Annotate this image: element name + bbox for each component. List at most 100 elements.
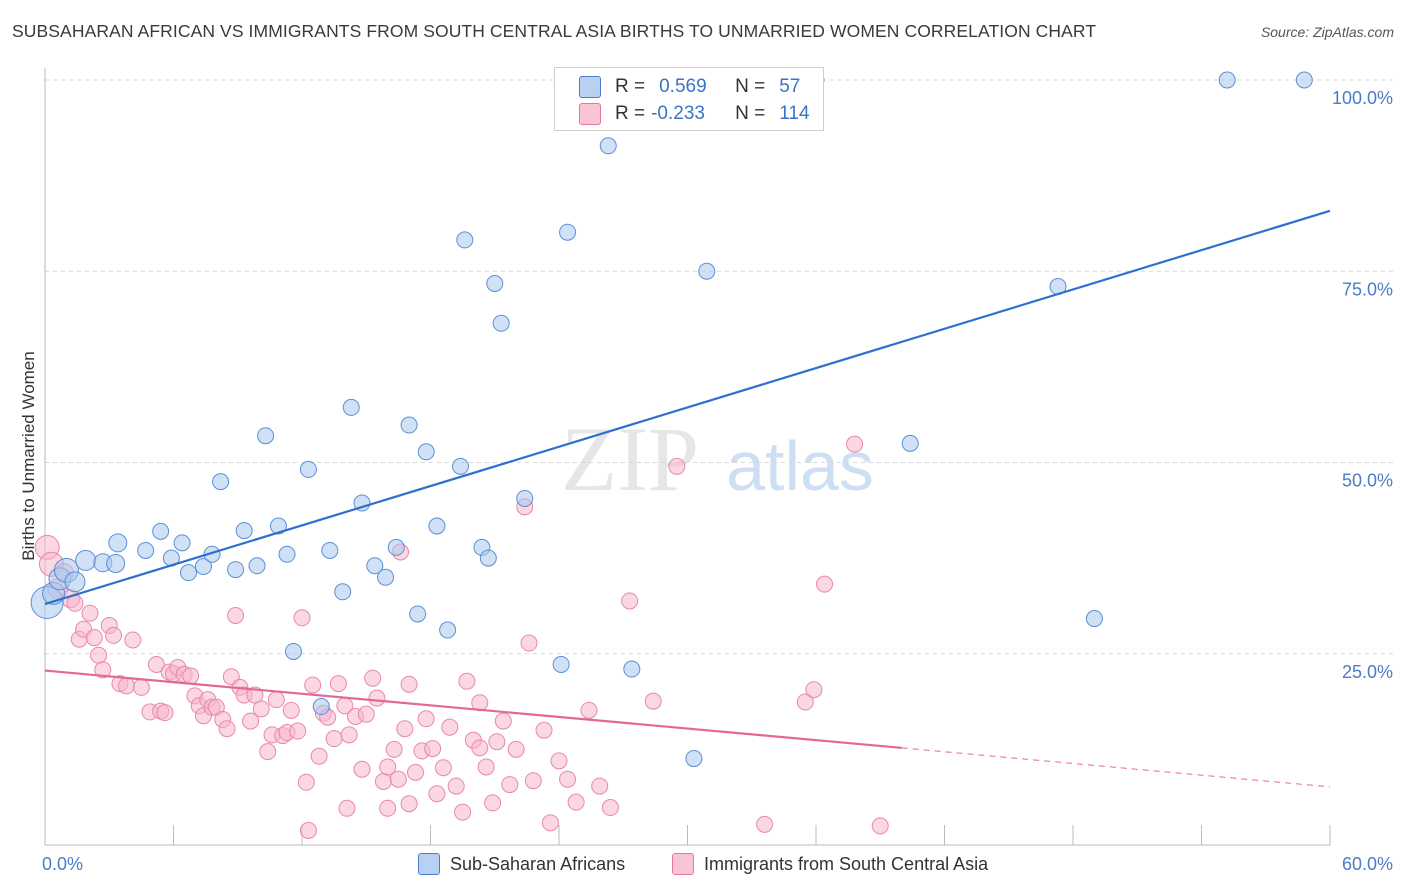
blue-point bbox=[479, 549, 497, 567]
r-label: R = bbox=[615, 103, 646, 124]
blue-point bbox=[1295, 71, 1313, 89]
pink-trend-line bbox=[44, 669, 902, 749]
pink-point bbox=[524, 772, 542, 790]
pink-point bbox=[325, 730, 343, 748]
pink-point bbox=[454, 803, 472, 821]
pink-point bbox=[259, 743, 277, 761]
blue-point bbox=[173, 534, 191, 552]
trend-lines bbox=[44, 209, 1331, 788]
blue-point bbox=[248, 557, 266, 575]
pink-point bbox=[541, 814, 559, 832]
pink-point bbox=[81, 604, 99, 622]
n-value-blue: 57 bbox=[779, 76, 801, 97]
y-tick-label: 50.0% bbox=[1342, 471, 1393, 491]
pink-point bbox=[621, 592, 639, 610]
blue-point bbox=[284, 642, 302, 660]
pink-point bbox=[424, 740, 442, 758]
pink-point bbox=[374, 773, 392, 791]
pink-point bbox=[357, 705, 375, 723]
pink-point bbox=[90, 646, 108, 664]
pink-point bbox=[105, 626, 123, 644]
axes bbox=[44, 68, 1331, 846]
r-value-pink: -0.233 bbox=[651, 103, 705, 124]
blue-point bbox=[486, 274, 504, 292]
tick-labels: 25.0% 50.0% 75.0% 100.0% 0.0% 60.0% bbox=[42, 88, 1393, 874]
pink-point bbox=[353, 760, 371, 778]
y-tick-label: 100.0% bbox=[1332, 88, 1393, 108]
pink-point bbox=[379, 758, 397, 776]
pink-point bbox=[299, 821, 317, 839]
bottom-legend-item-pink: Immigrants from South Central Asia bbox=[672, 853, 988, 875]
pink-point bbox=[218, 720, 236, 738]
pink-point bbox=[756, 815, 774, 833]
pink-point bbox=[507, 740, 525, 758]
r-value-blue: 0.569 bbox=[659, 76, 707, 97]
pink-point bbox=[94, 661, 112, 679]
blue-point bbox=[698, 262, 716, 280]
blue-point bbox=[342, 398, 360, 416]
blue-point bbox=[366, 557, 384, 575]
blue-point bbox=[212, 473, 230, 491]
pink-point bbox=[396, 720, 414, 738]
pink-point bbox=[477, 758, 495, 776]
pink-point bbox=[668, 457, 686, 475]
blue-point bbox=[278, 545, 296, 563]
blue-point bbox=[1085, 610, 1103, 628]
blue-point bbox=[387, 538, 405, 556]
bottom-legend-swatch-pink bbox=[672, 853, 694, 875]
correlation-legend: R = 0.569 N = 57 R = -0.233 N = 114 bbox=[554, 67, 824, 131]
bottom-legend-item-blue: Sub-Saharan Africans bbox=[418, 853, 625, 875]
pink-point bbox=[501, 776, 519, 794]
pink-point bbox=[242, 712, 260, 730]
n-label: N = bbox=[735, 76, 766, 97]
pink-point bbox=[601, 799, 619, 817]
pink-point bbox=[182, 667, 200, 685]
pink-point bbox=[310, 747, 328, 765]
y-axis-label: Births to Unmarried Women bbox=[19, 351, 38, 560]
blue-point bbox=[353, 494, 371, 512]
pink-point bbox=[407, 763, 425, 781]
pink-point bbox=[85, 629, 103, 647]
pink-point bbox=[458, 672, 476, 690]
pink-point bbox=[267, 691, 285, 709]
r-label: R = bbox=[615, 76, 646, 97]
pink-point bbox=[147, 655, 165, 673]
bottom-legend: Sub-Saharan Africans Immigrants from Sou… bbox=[0, 851, 1406, 877]
pink-point bbox=[282, 701, 300, 719]
pink-point bbox=[816, 575, 834, 593]
blue-point bbox=[152, 522, 170, 540]
pink-point bbox=[580, 701, 598, 719]
blue-point bbox=[685, 750, 703, 768]
pink-point bbox=[293, 609, 311, 627]
blue-point bbox=[194, 558, 212, 576]
legend-swatch-blue bbox=[579, 76, 601, 98]
pink-point bbox=[227, 607, 245, 624]
blue-point bbox=[108, 533, 128, 553]
blue-point bbox=[257, 427, 275, 445]
pink-point bbox=[644, 692, 662, 710]
blue-point bbox=[451, 457, 469, 475]
pink-point bbox=[520, 634, 538, 652]
y-tick-label: 25.0% bbox=[1342, 662, 1393, 682]
pink-point bbox=[338, 799, 356, 817]
blue-point bbox=[428, 517, 446, 535]
blue-point bbox=[64, 571, 86, 593]
blue-point bbox=[492, 314, 510, 332]
pink-point bbox=[385, 740, 403, 758]
legend-row-blue: R = 0.569 N = 57 bbox=[579, 72, 800, 102]
pink-point bbox=[550, 752, 568, 770]
blue-point bbox=[439, 621, 457, 639]
pink-point bbox=[340, 726, 358, 744]
blue-point bbox=[321, 541, 339, 559]
pink-point bbox=[559, 770, 577, 788]
pink-point bbox=[289, 722, 307, 740]
blue-point bbox=[901, 434, 919, 452]
bottom-legend-label-pink: Immigrants from South Central Asia bbox=[704, 853, 989, 874]
blue-point bbox=[456, 231, 474, 249]
pink-point bbox=[535, 721, 553, 739]
bottom-legend-swatch-blue bbox=[418, 853, 440, 875]
pink-point bbox=[471, 739, 489, 757]
pink-point bbox=[441, 718, 459, 736]
pink-point bbox=[156, 704, 174, 722]
